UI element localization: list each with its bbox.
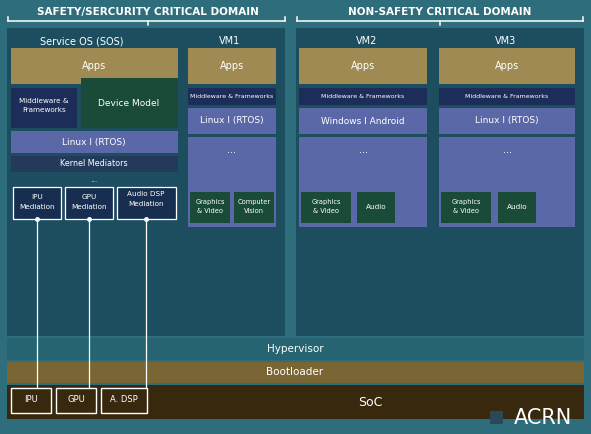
Text: Graphics: Graphics	[311, 199, 341, 205]
Text: GPU: GPU	[67, 395, 85, 404]
Text: Apps: Apps	[82, 61, 106, 71]
Bar	[296, 28, 584, 336]
Bar	[439, 137, 575, 227]
Bar	[117, 187, 176, 219]
Bar	[439, 88, 575, 105]
Text: IPU: IPU	[24, 395, 38, 404]
Text: VM3: VM3	[495, 36, 517, 46]
Text: VM2: VM2	[356, 36, 378, 46]
Bar	[65, 187, 113, 219]
Text: Audio: Audio	[366, 204, 387, 210]
Bar	[299, 137, 427, 227]
Bar	[11, 131, 178, 153]
Bar	[441, 192, 491, 223]
Text: Middleware & Frameworks: Middleware & Frameworks	[465, 93, 548, 99]
Bar	[101, 388, 147, 413]
Text: & Video: & Video	[197, 208, 223, 214]
Text: A. DSP: A. DSP	[110, 395, 138, 404]
Text: ACRN: ACRN	[514, 408, 572, 428]
Text: Audio: Audio	[506, 204, 527, 210]
Bar	[299, 108, 427, 134]
Text: GPU: GPU	[82, 194, 96, 200]
Text: Graphics: Graphics	[195, 199, 225, 205]
Bar	[7, 362, 584, 383]
Text: NON-SAFETY CRITICAL DOMAIN: NON-SAFETY CRITICAL DOMAIN	[348, 7, 532, 17]
Text: Middleware & Frameworks: Middleware & Frameworks	[190, 93, 274, 99]
Bar	[11, 175, 178, 185]
Text: Frameworks: Frameworks	[22, 107, 66, 113]
Text: VM1: VM1	[219, 36, 241, 46]
Text: Middleware &: Middleware &	[19, 98, 69, 104]
Bar	[188, 137, 276, 227]
Bar	[56, 388, 96, 413]
Bar	[188, 88, 276, 105]
Bar	[301, 192, 351, 223]
Bar	[11, 48, 178, 84]
Bar	[11, 388, 51, 413]
Text: Audio DSP: Audio DSP	[127, 191, 165, 197]
Text: SAFETY/SERCURITY CRITICAL DOMAIN: SAFETY/SERCURITY CRITICAL DOMAIN	[37, 7, 259, 17]
Bar	[439, 108, 575, 134]
Text: ...: ...	[228, 145, 236, 155]
Text: Vision: Vision	[244, 208, 264, 214]
Text: ...: ...	[359, 145, 368, 155]
Text: ...: ...	[502, 145, 511, 155]
Text: Graphics: Graphics	[452, 199, 480, 205]
Bar	[11, 88, 77, 128]
Text: Linux I (RTOS): Linux I (RTOS)	[62, 138, 126, 147]
Text: IPU: IPU	[31, 194, 43, 200]
Text: Bootloader: Bootloader	[267, 367, 323, 377]
Bar	[7, 385, 584, 419]
Text: Linux I (RTOS): Linux I (RTOS)	[200, 116, 264, 125]
Bar	[188, 48, 276, 84]
Text: Linux I (RTOS): Linux I (RTOS)	[475, 116, 539, 125]
Bar	[439, 48, 575, 84]
Text: & Video: & Video	[313, 208, 339, 214]
Text: Apps: Apps	[220, 61, 244, 71]
Bar	[498, 192, 536, 223]
Text: Mediation: Mediation	[20, 204, 55, 210]
Bar	[7, 338, 584, 360]
Text: Service OS (SOS): Service OS (SOS)	[40, 36, 124, 46]
Bar	[7, 28, 285, 336]
Bar	[299, 48, 427, 84]
Text: Mediation: Mediation	[72, 204, 107, 210]
Text: & Video: & Video	[453, 208, 479, 214]
Bar	[188, 108, 276, 134]
Text: Mediation: Mediation	[128, 201, 164, 207]
Text: SoC: SoC	[358, 395, 382, 408]
Text: Apps: Apps	[495, 61, 519, 71]
Bar	[81, 78, 178, 128]
Bar	[357, 192, 395, 223]
Bar	[13, 187, 61, 219]
Text: Computer: Computer	[238, 199, 271, 205]
Bar	[234, 192, 274, 223]
Text: Device Model: Device Model	[98, 99, 160, 108]
Text: ...: ...	[90, 175, 98, 184]
Text: Windows I Android: Windows I Android	[321, 116, 405, 125]
Text: Hypervisor: Hypervisor	[267, 344, 323, 354]
Text: Kernel Mediators: Kernel Mediators	[60, 160, 128, 168]
Bar	[490, 411, 503, 424]
Text: Apps: Apps	[351, 61, 375, 71]
Bar	[299, 88, 427, 105]
Text: Middleware & Frameworks: Middleware & Frameworks	[322, 93, 405, 99]
Bar	[11, 156, 178, 172]
Bar	[190, 192, 230, 223]
